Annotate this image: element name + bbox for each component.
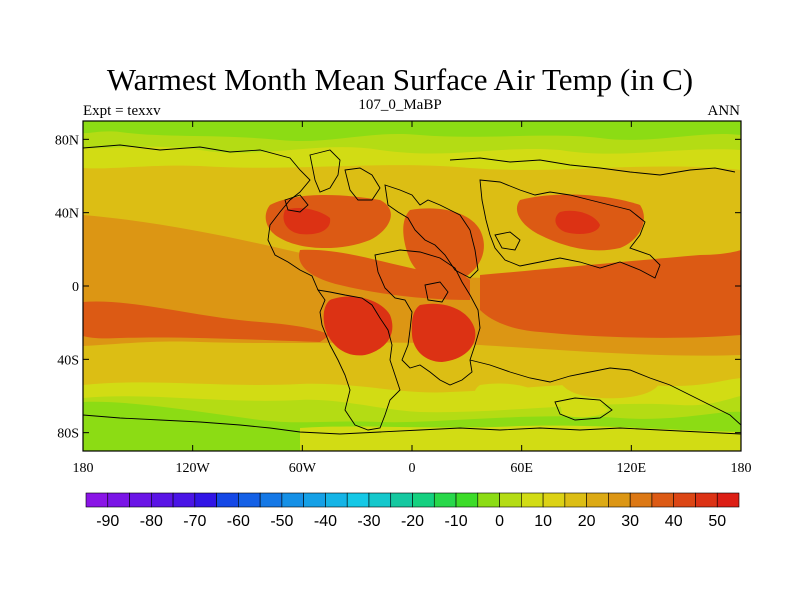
season-label: ANN	[707, 103, 741, 119]
colorbar-label: -10	[444, 513, 467, 530]
coastlines	[83, 144, 741, 435]
lat-tick-label: 40N	[55, 207, 79, 222]
colorbar-label: 50	[708, 513, 726, 530]
colorbar-swatch	[564, 492, 587, 508]
colorbar-swatch	[412, 492, 435, 508]
colorbar-swatch	[629, 492, 653, 508]
lat-tick-label: 0	[72, 280, 79, 295]
colorbar-swatch	[107, 492, 130, 508]
lon-tick-label: 180	[731, 461, 752, 476]
colorbar-swatch	[499, 492, 522, 508]
experiment-label: Expt = texxv	[83, 103, 161, 119]
lon-tick-label: 60E	[510, 461, 533, 476]
colorbar-label: -90	[96, 513, 119, 530]
colorbar-swatch	[433, 492, 457, 508]
colorbar-label: -50	[270, 513, 293, 530]
colorbar-label: 20	[578, 513, 596, 530]
colorbar-swatch	[608, 492, 631, 508]
colorbar-swatch	[85, 492, 109, 508]
colorbar-label: -70	[183, 513, 206, 530]
lon-tick-label: 0	[409, 461, 416, 476]
lon-tick-label: 120E	[617, 461, 647, 476]
colorbar-swatch	[368, 492, 392, 508]
colorbar-swatch	[716, 492, 740, 508]
period-label: 107_0_MaBP	[358, 97, 442, 113]
colorbar-swatch	[172, 492, 196, 508]
lat-tick-label: 40S	[57, 353, 79, 368]
temperature-field	[83, 121, 741, 451]
axis-ticks: 180 120W 60W 0 60E 120E 180 80N 40N 0 40S 80S	[55, 121, 752, 476]
colorbar-swatch	[695, 492, 718, 508]
colorbar-swatch	[477, 492, 500, 508]
colorbar-swatch	[673, 492, 696, 508]
colorbar-label: -30	[357, 513, 380, 530]
colorbar-label: 40	[665, 513, 683, 530]
lon-tick-label: 180	[73, 461, 94, 476]
colorbar-label: -60	[227, 513, 250, 530]
colorbar-label: 30	[621, 513, 639, 530]
colorbar-swatch	[455, 492, 479, 508]
colorbar-swatch	[303, 492, 326, 508]
colorbar-swatch	[129, 492, 152, 508]
colorbar-swatch	[542, 492, 566, 508]
colorbar-label: 10	[534, 513, 552, 530]
colorbar-swatch	[521, 492, 544, 508]
colorbar-swatch	[151, 492, 174, 508]
colorbar-swatch	[238, 492, 261, 508]
colorbar-swatch	[346, 492, 370, 508]
colorbar-swatch	[390, 492, 413, 508]
lon-tick-label: 60W	[289, 461, 317, 476]
colorbar-label: 0	[495, 513, 504, 530]
colorbar-label: -20	[401, 513, 424, 530]
colorbar-swatch	[194, 492, 217, 508]
colorbar-swatch	[325, 492, 348, 508]
colorbar-swatch	[281, 492, 304, 508]
lat-tick-label: 80S	[57, 427, 79, 442]
lon-tick-label: 120W	[176, 461, 211, 476]
colorbar-label: -80	[140, 513, 163, 530]
colorbar-swatch	[216, 492, 239, 508]
colorbar: -90 -80 -70 -60 -50 -40 -30 -20 -10 0 10 20 30 40 50	[85, 492, 740, 530]
colorbar-swatch	[651, 492, 675, 508]
map-title: Warmest Month Mean Surface Air Temp (in …	[106, 62, 694, 97]
colorbar-swatch	[259, 492, 283, 508]
colorbar-label: -40	[314, 513, 337, 530]
lat-tick-label: 80N	[55, 133, 79, 148]
colorbar-swatch	[586, 492, 609, 508]
